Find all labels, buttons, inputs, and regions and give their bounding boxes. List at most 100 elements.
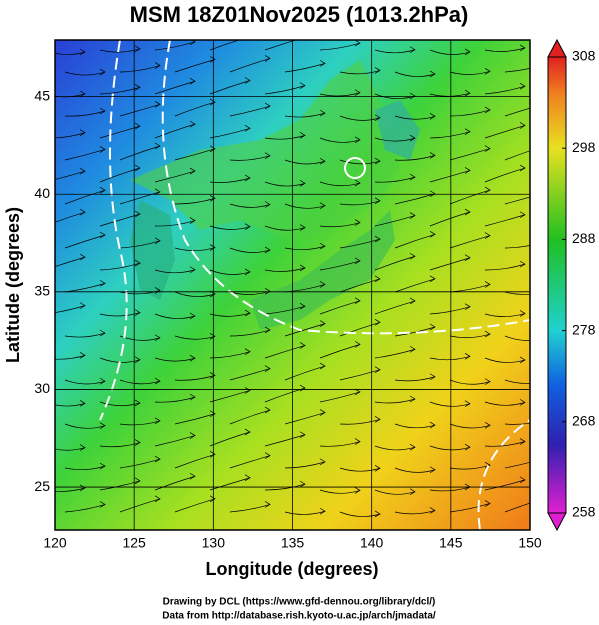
arrowhead: [409, 488, 416, 495]
streamline: [449, 379, 491, 385]
isobar: [477, 419, 530, 530]
streamline: [284, 159, 326, 165]
streamline: [174, 101, 216, 117]
streamline: [374, 215, 416, 227]
arrowhead: [99, 186, 106, 194]
arrowhead: [264, 201, 271, 208]
streamline: [154, 475, 196, 491]
streamline: [119, 290, 161, 295]
credit: Drawing by DCL (https://www.gfd-dennou.o…: [163, 597, 436, 608]
streamline: [374, 137, 416, 142]
streamline: [504, 502, 530, 513]
arrowhead: [209, 194, 216, 202]
streamline: [339, 467, 381, 472]
arrowhead: [99, 501, 106, 508]
arrowhead: [354, 257, 361, 265]
streamline: [284, 412, 326, 425]
streamline: [55, 403, 86, 407]
arrowhead: [319, 281, 326, 288]
streamline: [174, 375, 216, 381]
streamline: [319, 181, 361, 187]
streamline: [229, 368, 271, 381]
arrowhead: [189, 472, 196, 480]
streamline: [449, 148, 491, 161]
arrowhead: [354, 136, 361, 144]
arrowhead: [79, 352, 86, 359]
streamline: [484, 441, 526, 447]
streamline: [99, 167, 141, 183]
arrowhead: [264, 365, 271, 372]
x-tick-label: 145: [439, 535, 463, 551]
streamline: [229, 58, 271, 73]
arrowhead: [409, 345, 416, 353]
arrowhead: [484, 421, 491, 429]
streamline: [504, 461, 530, 469]
streamline: [119, 498, 161, 513]
arrowhead: [244, 309, 251, 317]
arrowhead: [464, 254, 471, 262]
streamline: [119, 191, 161, 205]
arrowhead: [374, 510, 381, 518]
arrowhead: [484, 68, 491, 75]
streamline: [119, 145, 161, 161]
arrowhead: [429, 70, 436, 78]
arrowhead: [484, 106, 491, 114]
arrowhead: [519, 310, 526, 317]
arrowhead: [189, 40, 196, 46]
streamline: [55, 305, 86, 313]
colorbar-tick-label: 308: [572, 48, 596, 64]
streamline: [484, 313, 526, 317]
colorbar-min-arrow: [547, 512, 567, 532]
streamline: [174, 148, 216, 161]
streamline: [339, 238, 381, 249]
arrowhead: [189, 266, 196, 274]
arrowhead: [134, 45, 141, 53]
streamline: [264, 225, 306, 231]
streamline: [504, 107, 530, 117]
arrowhead: [79, 253, 86, 261]
arrowhead: [484, 232, 491, 239]
arrowhead: [540, 288, 545, 294]
streamline: [264, 135, 306, 140]
streamline: [64, 379, 106, 385]
streamline: [99, 48, 141, 53]
streamline: [55, 132, 86, 139]
streamline: [429, 170, 471, 183]
arrowhead: [189, 312, 196, 320]
streamline: [319, 489, 361, 494]
x-tick-label: 130: [202, 535, 226, 551]
streamline: [319, 222, 361, 228]
streamline: [374, 489, 416, 495]
arrowhead: [99, 329, 106, 337]
streamline: [339, 321, 381, 337]
streamline: [99, 480, 141, 491]
title: MSM 18Z01Nov2025 (1013.2hPa): [130, 2, 469, 27]
streamline: [504, 150, 530, 161]
streamline: [484, 125, 526, 139]
streamline: [484, 85, 526, 95]
streamline: [264, 85, 306, 95]
arrowhead: [264, 246, 271, 254]
streamline: [174, 453, 216, 469]
arrowhead: [540, 190, 545, 196]
streamline: [229, 409, 271, 425]
streamline: [64, 189, 106, 205]
arrowhead: [244, 387, 251, 394]
streamline: [119, 420, 161, 426]
arrowhead: [189, 217, 196, 224]
streamline: [504, 335, 530, 341]
streamline: [319, 260, 361, 271]
streamline: [99, 86, 141, 95]
streamline: [394, 376, 436, 382]
streamline: [229, 105, 271, 117]
arrowhead: [99, 107, 106, 115]
y-axis-label: Latitude (degrees): [3, 207, 23, 363]
arrowhead: [244, 428, 251, 436]
arrowhead: [464, 443, 471, 451]
arrowhead: [319, 242, 326, 250]
streamline: [284, 203, 326, 209]
arrowhead: [189, 354, 196, 362]
arrowhead: [79, 400, 86, 407]
x-tick-label: 135: [281, 535, 305, 551]
